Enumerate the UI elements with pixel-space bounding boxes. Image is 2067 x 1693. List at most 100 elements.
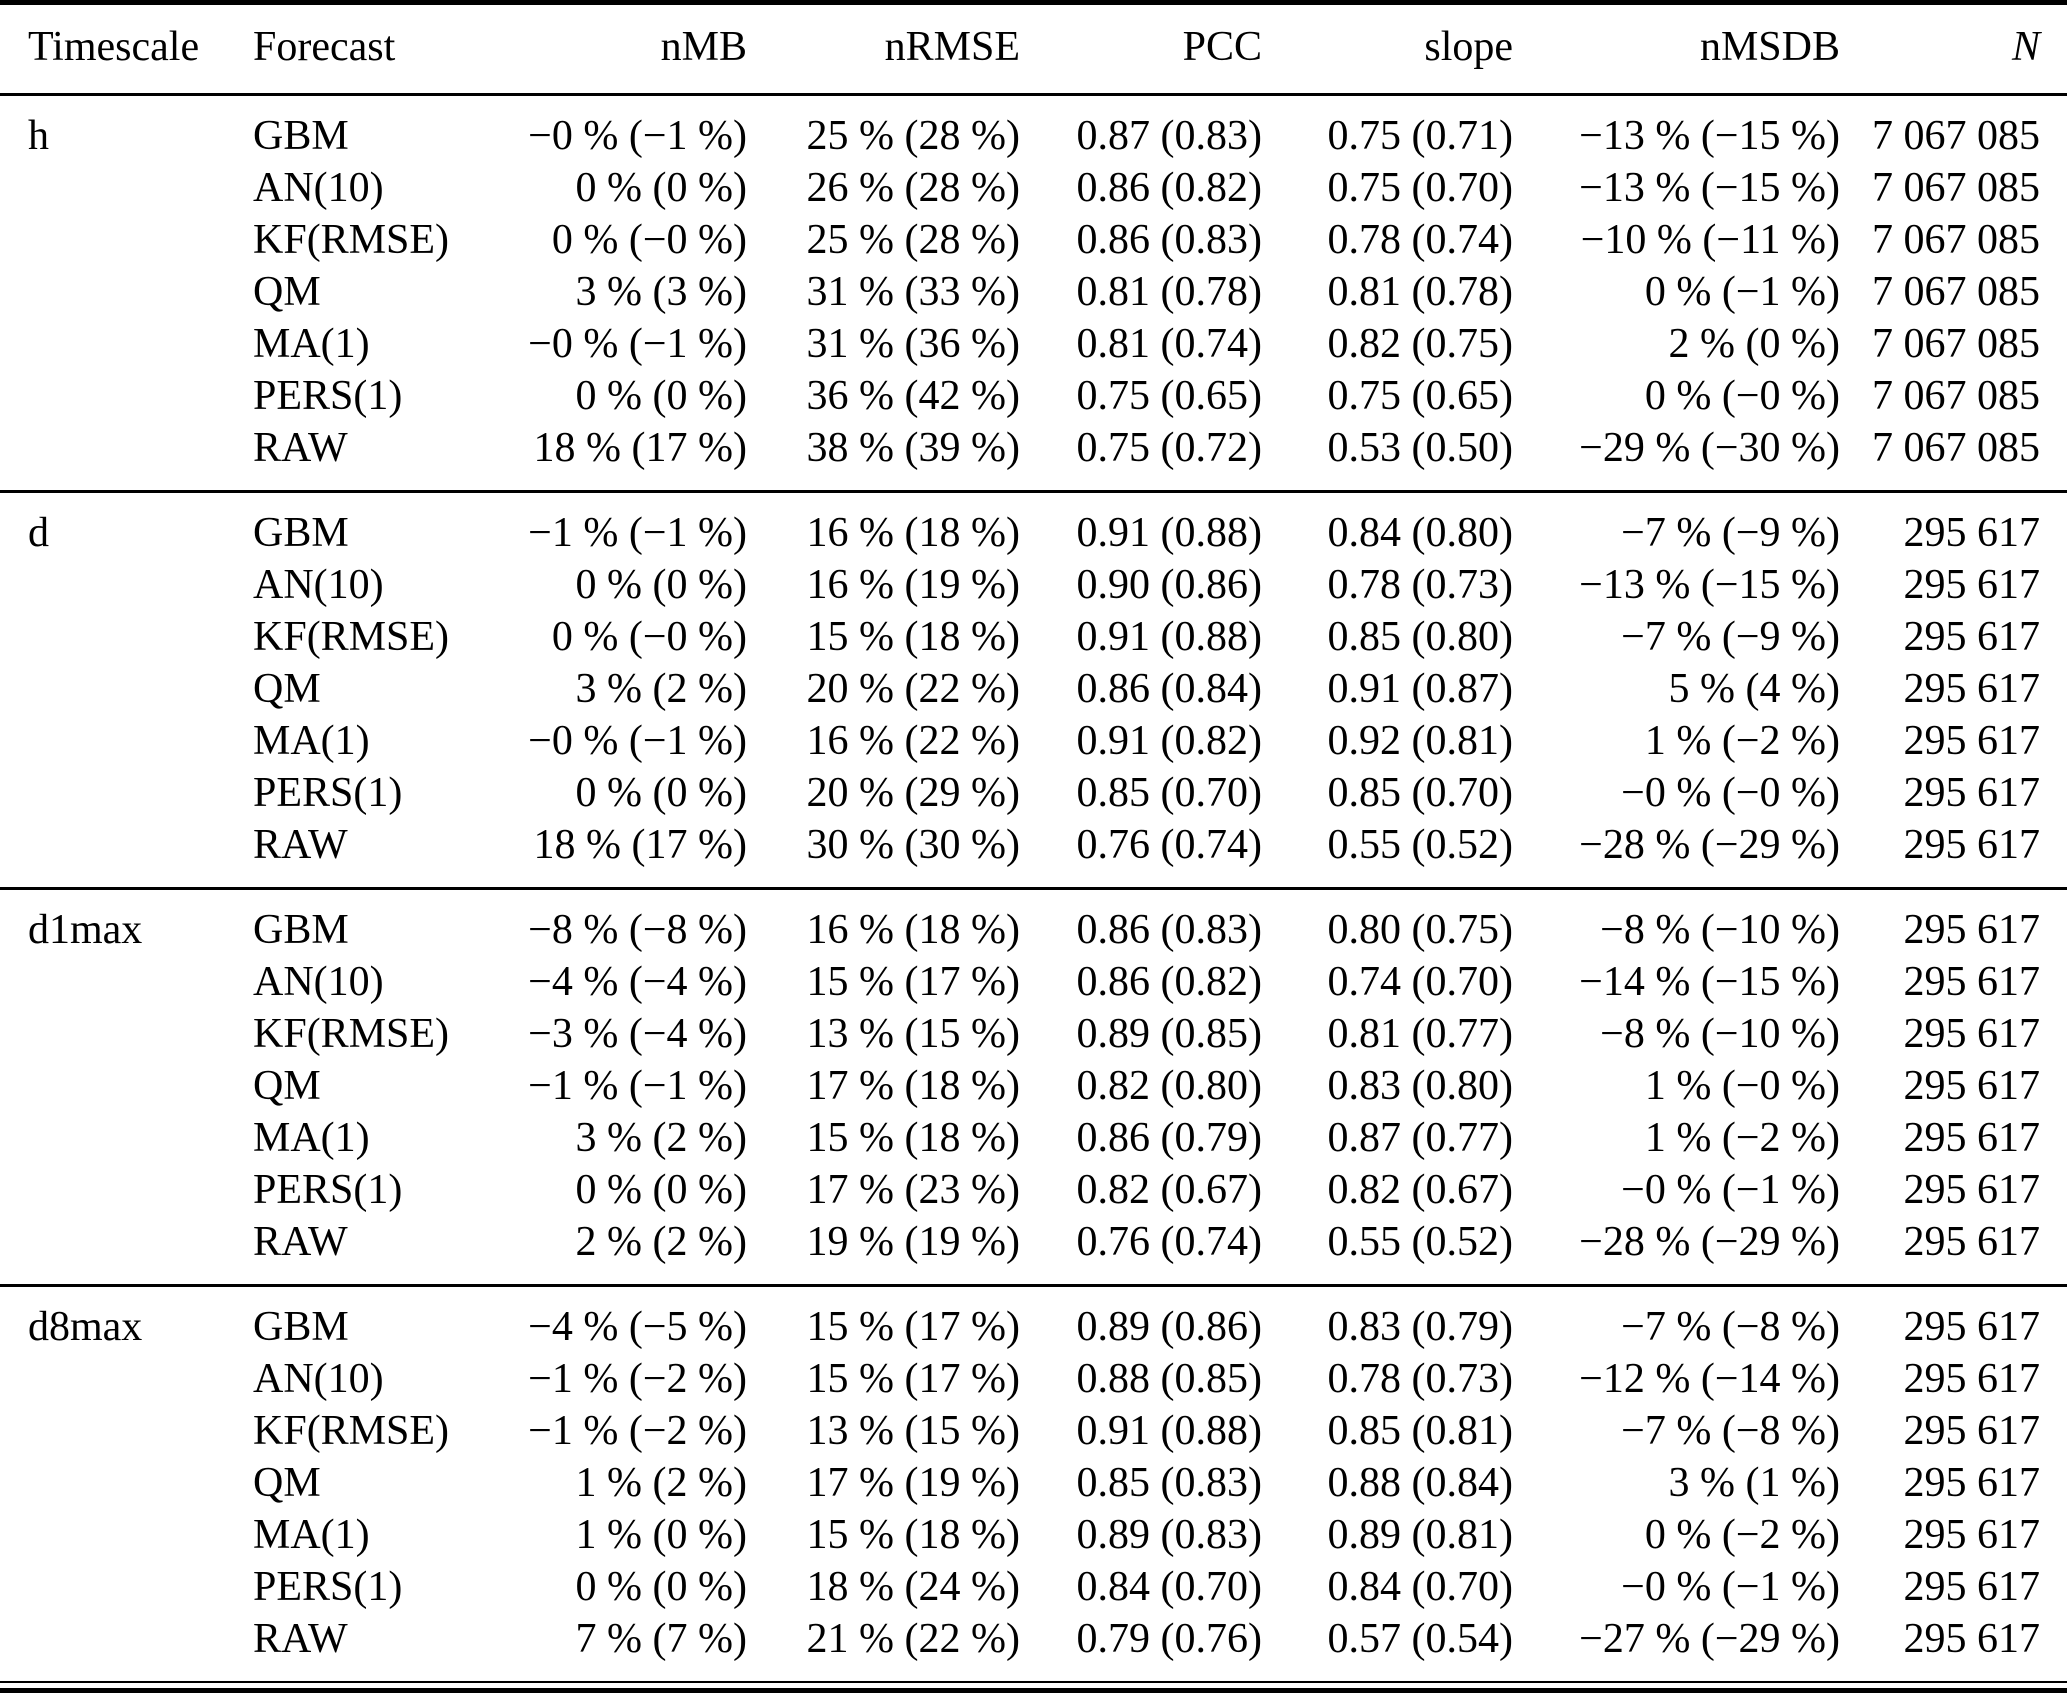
cell-n: 7 067 085 [1872, 373, 2040, 419]
cell-nmsdb: −29 % (−30 %) [1579, 425, 1840, 471]
cell-n: 295 617 [1903, 1460, 2041, 1506]
table-row: AN(10) −4 % (−4 %) 15 % (17 %) 0.86 (0.82) 0… [0, 956, 2067, 1008]
cell-nmb: −1 % (−2 %) [528, 1356, 747, 1402]
cell-slope: 0.75 (0.70) [1327, 165, 1513, 211]
cell-forecast: MA(1) [253, 1115, 370, 1161]
table-row: PERS(1) 0 % (0 %) 18 % (24 %) 0.84 (0.70) 0.… [0, 1561, 2067, 1613]
cell-timescale [0, 611, 225, 663]
cell-nmsdb: 1 % (−0 %) [1644, 1063, 1840, 1109]
cell-nmb: −0 % (−1 %) [528, 718, 747, 764]
cell-timescale [0, 1164, 225, 1216]
table-row: QM −1 % (−1 %) 17 % (18 %) 0.82 (0.80) 0.83 … [0, 1060, 2067, 1112]
cell-nmsdb: −7 % (−8 %) [1621, 1304, 1840, 1350]
cell-pcc: 0.88 (0.85) [1076, 1356, 1262, 1402]
cell-timescale [0, 663, 225, 715]
cell-nrmse: 16 % (18 %) [806, 510, 1020, 556]
cell-n: 295 617 [1903, 614, 2041, 660]
cell-timescale [0, 1008, 225, 1060]
cell-pcc: 0.86 (0.79) [1076, 1115, 1262, 1161]
cell-slope: 0.84 (0.70) [1327, 1564, 1513, 1610]
cell-nmb: −0 % (−1 %) [528, 321, 747, 367]
cell-timescale [0, 1112, 225, 1164]
col-header-forecast: Forecast [225, 2, 475, 96]
cell-forecast: QM [253, 1460, 321, 1506]
cell-pcc: 0.85 (0.70) [1076, 770, 1262, 816]
cell-timescale [0, 715, 225, 767]
cell-nmb: 0 % (0 %) [575, 1167, 747, 1213]
cell-slope: 0.55 (0.52) [1327, 1219, 1513, 1265]
cell-timescale [0, 422, 225, 492]
cell-forecast: QM [253, 666, 321, 712]
cell-nmb: 1 % (2 %) [575, 1460, 747, 1506]
cell-forecast: RAW [253, 1616, 348, 1662]
cell-nmb: −4 % (−4 %) [528, 959, 747, 1005]
cell-timescale [0, 559, 225, 611]
cell-n: 295 617 [1903, 1304, 2041, 1350]
table-row: MA(1) 3 % (2 %) 15 % (18 %) 0.86 (0.79) 0.87… [0, 1112, 2067, 1164]
cell-nmsdb: 0 % (−0 %) [1644, 373, 1840, 419]
cell-forecast: QM [253, 269, 321, 315]
cell-slope: 0.80 (0.75) [1327, 907, 1513, 953]
cell-forecast: RAW [253, 1219, 348, 1265]
cell-n: 295 617 [1903, 770, 2041, 816]
cell-nrmse: 31 % (33 %) [806, 269, 1020, 315]
cell-timescale [0, 318, 225, 370]
table-row: AN(10) −1 % (−2 %) 15 % (17 %) 0.88 (0.85) 0… [0, 1353, 2067, 1405]
col-header-slope: slope [1262, 2, 1513, 96]
cell-timescale: d8max [28, 1304, 143, 1350]
cell-forecast: RAW [253, 425, 348, 471]
cell-nmb: 0 % (0 %) [575, 373, 747, 419]
cell-nmsdb: 5 % (4 %) [1668, 666, 1840, 712]
cell-nrmse: 15 % (18 %) [806, 614, 1020, 660]
cell-nrmse: 15 % (17 %) [806, 1304, 1020, 1350]
cell-forecast: AN(10) [253, 959, 384, 1005]
cell-nmsdb: −13 % (−15 %) [1579, 165, 1840, 211]
cell-n: 295 617 [1903, 907, 2041, 953]
cell-slope: 0.78 (0.73) [1327, 1356, 1513, 1402]
cell-timescale [0, 1613, 225, 1682]
cell-nmsdb: −0 % (−1 %) [1621, 1167, 1840, 1213]
cell-forecast: AN(10) [253, 1356, 384, 1402]
cell-forecast: PERS(1) [253, 770, 403, 816]
table-row: QM 1 % (2 %) 17 % (19 %) 0.85 (0.83) 0.88 (0… [0, 1457, 2067, 1509]
cell-nmsdb: −0 % (−1 %) [1621, 1564, 1840, 1610]
cell-nrmse: 19 % (19 %) [806, 1219, 1020, 1265]
cell-slope: 0.55 (0.52) [1327, 822, 1513, 868]
cell-nmsdb: −12 % (−14 %) [1579, 1356, 1840, 1402]
cell-nrmse: 16 % (22 %) [806, 718, 1020, 764]
cell-pcc: 0.86 (0.82) [1076, 165, 1262, 211]
cell-nrmse: 17 % (23 %) [806, 1167, 1020, 1213]
cell-timescale [0, 162, 225, 214]
col-header-timescale: Timescale [0, 2, 225, 96]
cell-n: 7 067 085 [1872, 217, 2040, 263]
table-row: RAW 7 % (7 %) 21 % (22 %) 0.79 (0.76) 0.57 (… [0, 1613, 2067, 1682]
cell-pcc: 0.81 (0.78) [1076, 269, 1262, 315]
cell-n: 295 617 [1903, 1011, 2041, 1057]
table-row: MA(1) −0 % (−1 %) 16 % (22 %) 0.91 (0.82) 0.… [0, 715, 2067, 767]
cell-forecast: KF(RMSE) [253, 614, 450, 660]
cell-timescale: d [28, 510, 49, 556]
cell-nmb: −4 % (−5 %) [528, 1304, 747, 1350]
table-row: d1max GBM −8 % (−8 %) 16 % (18 %) 0.86 (0.83… [0, 889, 2067, 957]
cell-timescale [0, 767, 225, 819]
cell-nrmse: 15 % (18 %) [806, 1115, 1020, 1161]
cell-nmsdb: −8 % (−10 %) [1600, 1011, 1840, 1057]
cell-forecast: PERS(1) [253, 1564, 403, 1610]
cell-slope: 0.84 (0.80) [1327, 510, 1513, 556]
cell-nrmse: 36 % (42 %) [806, 373, 1020, 419]
cell-timescale [0, 1060, 225, 1112]
cell-slope: 0.85 (0.81) [1327, 1408, 1513, 1454]
cell-nrmse: 26 % (28 %) [806, 165, 1020, 211]
cell-forecast: AN(10) [253, 165, 384, 211]
cell-slope: 0.89 (0.81) [1327, 1512, 1513, 1558]
cell-timescale [0, 1353, 225, 1405]
cell-pcc: 0.91 (0.82) [1076, 718, 1262, 764]
cell-n: 7 067 085 [1872, 165, 2040, 211]
cell-forecast: KF(RMSE) [253, 1011, 450, 1057]
cell-n: 7 067 085 [1872, 425, 2040, 471]
table-row: RAW 18 % (17 %) 30 % (30 %) 0.76 (0.74) 0.55… [0, 819, 2067, 889]
cell-n: 295 617 [1903, 822, 2041, 868]
table-header: Timescale Forecast nMB nRMSE PCC slope n… [0, 2, 2067, 96]
cell-nrmse: 25 % (28 %) [806, 217, 1020, 263]
